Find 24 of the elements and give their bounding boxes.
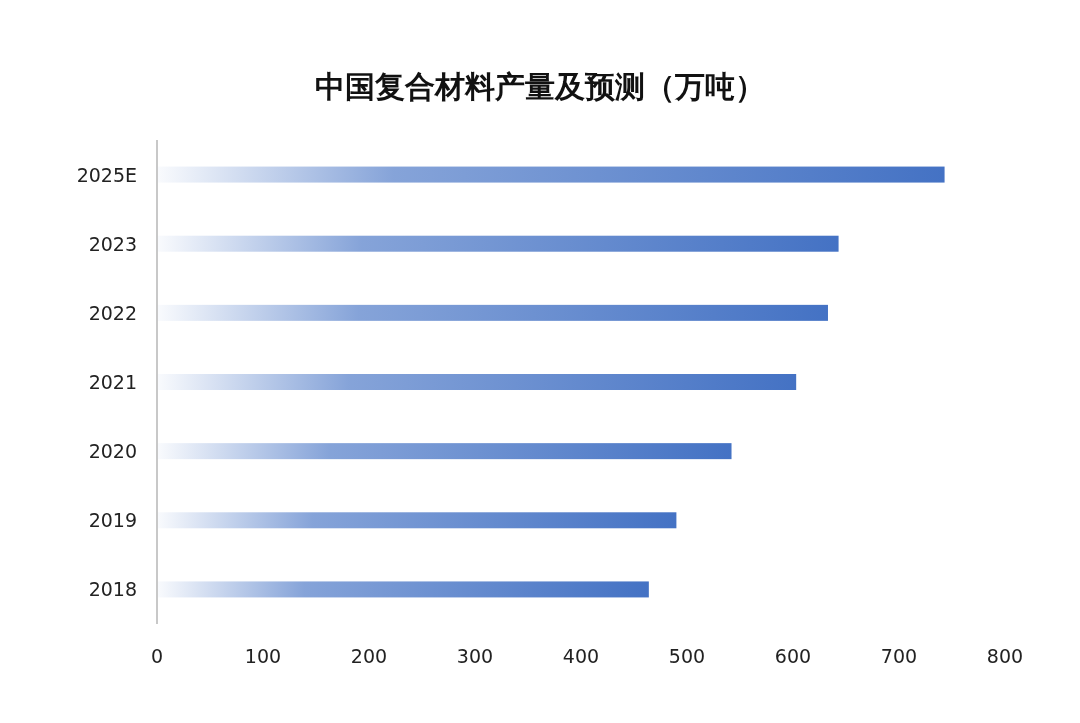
bar [157,235,839,252]
bar [157,166,945,183]
y-tick-label: 2023 [88,232,137,255]
x-tick-label: 400 [562,645,600,667]
bar [157,443,732,460]
x-tick-label: 500 [668,645,706,667]
x-tick-label: 0 [150,645,164,667]
bar [157,581,649,598]
bar [157,374,797,390]
chart-title: 中国复合材料产量及预测（万吨） [315,69,765,104]
bar [157,304,828,321]
y-tick-label: 2019 [88,509,137,532]
x-tick-label: 600 [774,645,812,667]
y-tick-label: 2018 [88,578,137,601]
x-tick-label: 300 [456,645,494,667]
y-tick-label: 2022 [88,301,137,324]
y-tick-label: 2021 [88,371,137,393]
x-tick-label: 200 [350,645,388,667]
x-tick-label: 100 [244,645,282,667]
y-tick-label: 2020 [88,440,137,463]
y-tick-label: 2025E [76,163,137,186]
bar [157,512,677,529]
x-tick-label: 800 [986,645,1024,667]
x-tick-label: 700 [880,645,918,667]
